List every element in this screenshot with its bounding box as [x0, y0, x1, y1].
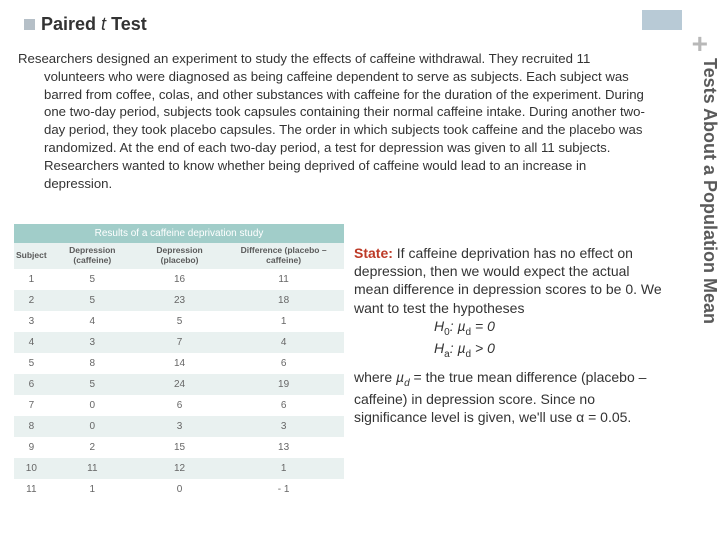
ha-end: > 0 — [471, 340, 495, 356]
h0-pre: H — [434, 318, 444, 334]
table-row: 3451 — [14, 311, 344, 332]
table-cell: 3 — [136, 416, 223, 437]
table-title: Results of a caffeine deprivation study — [14, 224, 344, 243]
table-header-row: Subject Depression (caffeine) Depression… — [14, 243, 344, 269]
table-cell: 1 — [223, 458, 344, 479]
table-row: 1110- 1 — [14, 479, 344, 500]
plus-icon: + — [692, 28, 708, 60]
state-text2a: where — [354, 369, 396, 385]
table-cell: 2 — [14, 290, 49, 311]
table-row: 652419 — [14, 374, 344, 395]
ha-post: : µ — [450, 340, 466, 356]
table-cell: 12 — [136, 458, 223, 479]
table-row: 8033 — [14, 416, 344, 437]
table-cell: 0 — [49, 416, 136, 437]
table-cell: 3 — [223, 416, 344, 437]
table-cell: 8 — [49, 353, 136, 374]
table-cell: 11 — [49, 458, 136, 479]
table-cell: 1 — [223, 311, 344, 332]
table-row: 58146 — [14, 353, 344, 374]
table-cell: 5 — [49, 374, 136, 395]
title-rest: Test — [111, 14, 147, 34]
col-caffeine: Depression (caffeine) — [49, 243, 136, 269]
table-cell: 5 — [14, 353, 49, 374]
table-cell: 5 — [49, 290, 136, 311]
col-subject: Subject — [14, 243, 49, 269]
sidebar-title: Tests About a Population Mean — [688, 58, 720, 428]
state-text1: If caffeine deprivation has no effect on… — [354, 245, 662, 316]
table-row: 1011121 — [14, 458, 344, 479]
state-para1: State: If caffeine deprivation has no ef… — [354, 244, 662, 317]
data-table: Results of a caffeine deprivation study … — [14, 224, 344, 500]
table-cell: 18 — [223, 290, 344, 311]
table-cell: 11 — [223, 269, 344, 290]
body-rest: They recruited 11 volunteers who were di… — [44, 51, 645, 191]
table-cell: 6 — [223, 395, 344, 416]
corner-block — [642, 10, 682, 30]
body-paragraph: Researchers designed an experiment to st… — [18, 50, 648, 193]
table-cell: - 1 — [223, 479, 344, 500]
table-cell: 0 — [49, 395, 136, 416]
table-row: 151611 — [14, 269, 344, 290]
slide-title: Paired t Test — [24, 14, 147, 35]
col-diff: Difference (placebo – caffeine) — [223, 243, 344, 269]
bullet-icon — [24, 19, 35, 30]
col-placebo: Depression (placebo) — [136, 243, 223, 269]
table-row: 4374 — [14, 332, 344, 353]
table-cell: 6 — [14, 374, 49, 395]
table-cell: 19 — [223, 374, 344, 395]
table-cell: 9 — [14, 437, 49, 458]
hypothesis-h0: H0: µd = 0 — [354, 317, 662, 339]
table-cell: 15 — [136, 437, 223, 458]
table-cell: 2 — [49, 437, 136, 458]
table-cell: 11 — [14, 479, 49, 500]
table-cell: 4 — [14, 332, 49, 353]
h0-end: = 0 — [471, 318, 495, 334]
ha-pre: H — [434, 340, 444, 356]
table-cell: 6 — [136, 395, 223, 416]
table-cell: 3 — [14, 311, 49, 332]
table-cell: 5 — [136, 311, 223, 332]
hypothesis-ha: Ha: µd > 0 — [354, 339, 662, 361]
mu: µ — [396, 369, 404, 385]
table-row: 252318 — [14, 290, 344, 311]
h0-post: : µ — [450, 318, 466, 334]
table-cell: 0 — [136, 479, 223, 500]
table-cell: 24 — [136, 374, 223, 395]
state-label: State: — [354, 245, 393, 261]
state-block: State: If caffeine deprivation has no ef… — [354, 244, 662, 427]
table-cell: 3 — [49, 332, 136, 353]
table-cell: 4 — [49, 311, 136, 332]
table-cell: 7 — [14, 395, 49, 416]
table-cell: 7 — [136, 332, 223, 353]
table-row: 7066 — [14, 395, 344, 416]
table-cell: 4 — [223, 332, 344, 353]
title-italic: t — [101, 14, 106, 34]
table-cell: 16 — [136, 269, 223, 290]
body-first: Researchers designed an experiment to st… — [18, 51, 485, 66]
table-cell: 8 — [14, 416, 49, 437]
table-cell: 13 — [223, 437, 344, 458]
table-cell: 10 — [14, 458, 49, 479]
table-cell: 5 — [49, 269, 136, 290]
title-bold: Paired — [41, 14, 96, 34]
table-cell: 1 — [49, 479, 136, 500]
table-cell: 6 — [223, 353, 344, 374]
table-cell: 14 — [136, 353, 223, 374]
table-cell: 1 — [14, 269, 49, 290]
state-para2: where µd = the true mean difference (pla… — [354, 368, 662, 426]
table-row: 921513 — [14, 437, 344, 458]
table-cell: 23 — [136, 290, 223, 311]
